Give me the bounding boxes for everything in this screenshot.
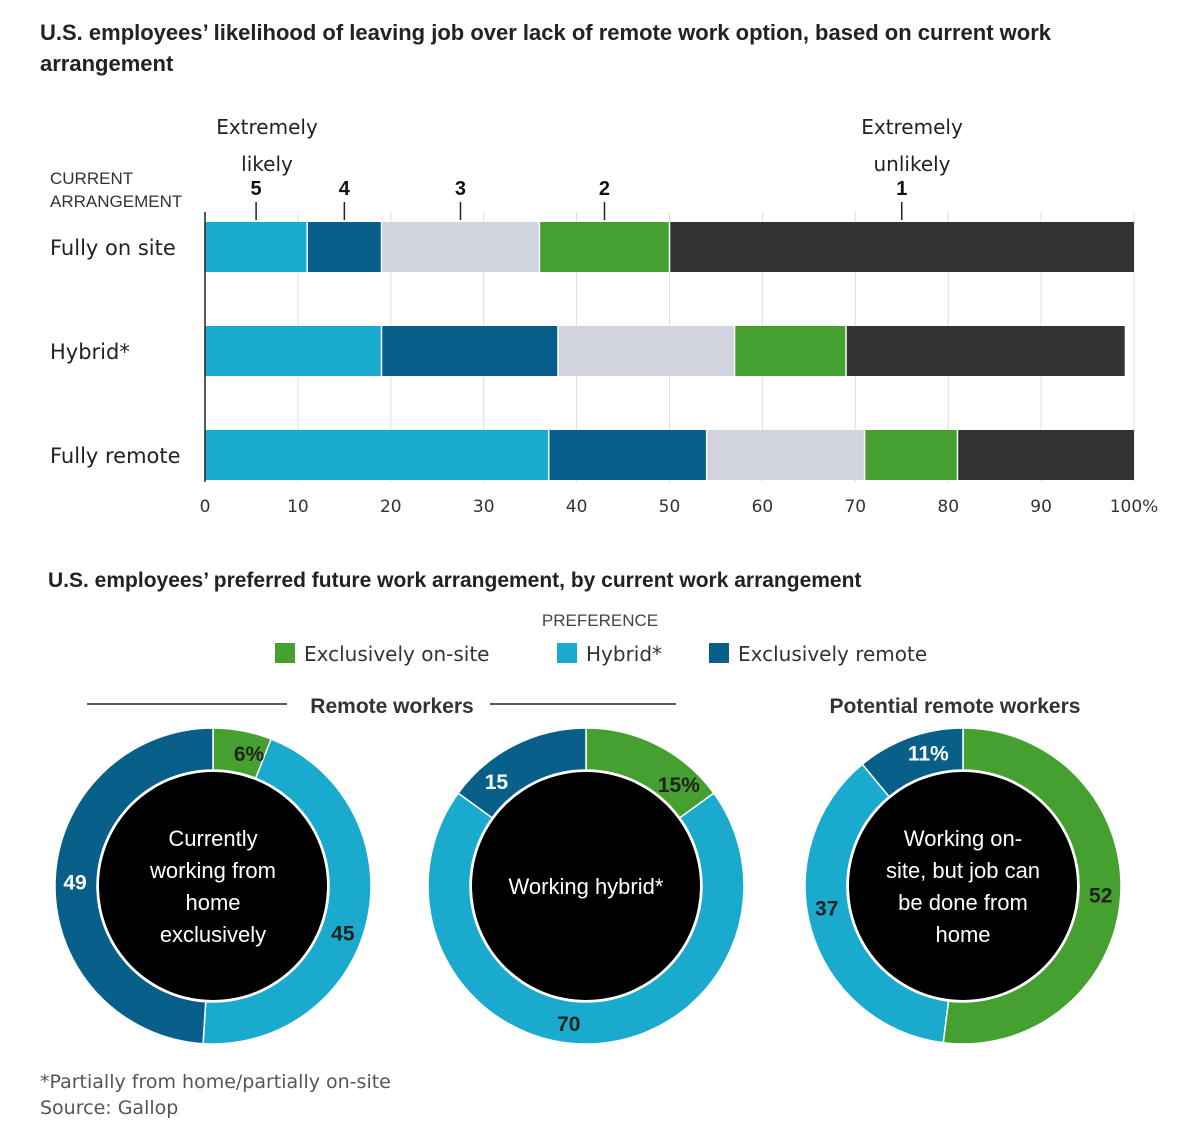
donut-slice (804, 763, 950, 1044)
x-tick-label: 80 (937, 497, 959, 517)
slice-label: 37 (815, 898, 838, 921)
extreme-unlikely-line1: Extremely (861, 115, 963, 139)
bar-segment (548, 430, 707, 480)
legend-label: Hybrid* (586, 642, 662, 666)
category-label: Fully on site (50, 236, 176, 260)
category-label: Fully remote (50, 444, 181, 468)
donut-slice (942, 727, 1122, 1045)
legend-swatch (275, 643, 295, 663)
bar-segment (205, 222, 308, 272)
donut-center-label: Working on- (904, 826, 1022, 851)
bar-segment (864, 430, 958, 480)
donut-slice (861, 727, 964, 798)
legend-label: Exclusively on-site (304, 642, 489, 666)
bar-segment (706, 430, 865, 480)
donut-center-label: home (185, 890, 240, 915)
scale-label: 1 (896, 178, 907, 200)
potential-group-label: Potential remote workers (830, 695, 1081, 718)
donut-center (849, 772, 1077, 1000)
donut-center-label: Working hybrid* (509, 874, 664, 899)
donut-slice (202, 738, 372, 1045)
donut-center (99, 772, 327, 1000)
donut-slice (457, 727, 587, 819)
slice-label: 6% (234, 743, 265, 766)
donut-center-label: working from (149, 858, 276, 883)
slice-label: 49 (63, 872, 86, 895)
bar-segment (205, 326, 382, 376)
extreme-unlikely-line2: unlikely (873, 152, 950, 176)
bar-segment (846, 326, 1125, 376)
x-tick-label: 100% (1110, 497, 1159, 517)
legend: Exclusively on-site Hybrid* Exclusively re… (275, 642, 927, 666)
x-tick-label: 40 (566, 497, 588, 517)
scale-label: 4 (339, 178, 351, 200)
donut-slice (54, 727, 214, 1045)
bar-chart-title-line1: U.S. employees’ likelihood of leaving jo… (40, 20, 1052, 45)
bar-chart: Fully on site Hybrid* Fully remote 0 10 20 30 4… (50, 178, 1158, 517)
x-tick-label: 60 (752, 497, 774, 517)
donut-center-label: Currently (168, 826, 257, 851)
bar-segment (307, 222, 382, 272)
donut-charts: 6% 45 49 Currently working from home exclusive… (54, 727, 1122, 1045)
legend-swatch (709, 643, 729, 663)
legend-title: PREFERENCE (542, 611, 658, 630)
donut-center (472, 772, 700, 1000)
scale-label: 2 (599, 178, 610, 200)
x-tick-label: 10 (287, 497, 309, 517)
x-tick-label: 0 (200, 497, 211, 517)
donut-center-label: exclusively (160, 922, 266, 947)
donut-section-title: U.S. employees’ preferred future work ar… (48, 569, 861, 592)
bar-segment (539, 222, 670, 272)
x-tick-label: 50 (659, 497, 681, 517)
bar-segment (381, 222, 540, 272)
donut-slice (427, 792, 745, 1045)
slice-label: 15% (658, 774, 700, 797)
remote-group-label: Remote workers (310, 695, 473, 718)
category-label: Hybrid* (50, 340, 130, 364)
bar-segment (669, 222, 1134, 272)
extreme-likely-line2: likely (241, 152, 293, 176)
bar-segment (957, 430, 1134, 480)
slice-label: 15 (485, 771, 509, 794)
x-tick-label: 90 (1030, 497, 1052, 517)
x-tick-label: 70 (844, 497, 866, 517)
bar-segment (558, 326, 735, 376)
bar-segment (734, 326, 847, 376)
row-header-line1: CURRENT (50, 169, 133, 188)
source-note: Source: Gallop (40, 1097, 179, 1119)
slice-label: 11% (908, 742, 949, 765)
x-tick-label: 30 (473, 497, 495, 517)
row-header-line2: ARRANGEMENT (50, 192, 182, 211)
slice-label: 70 (557, 1013, 580, 1036)
extreme-likely-line1: Extremely (216, 115, 318, 139)
donut-center-label: be done from (898, 890, 1028, 915)
bar-segment (381, 326, 559, 376)
footnote: *Partially from home/partially on-site (40, 1071, 391, 1093)
donut-center-label: site, but job can (886, 858, 1040, 883)
bar-chart-title-line2: arrangement (40, 51, 174, 76)
legend-swatch (557, 643, 577, 663)
bar-segment (205, 430, 549, 480)
scale-label: 3 (455, 178, 466, 200)
scale-label: 5 (251, 178, 262, 200)
slice-label: 52 (1089, 885, 1112, 908)
x-tick-label: 20 (380, 497, 402, 517)
donut-center-label: home (935, 922, 990, 947)
slice-label: 45 (331, 923, 355, 946)
legend-label: Exclusively remote (738, 642, 927, 666)
